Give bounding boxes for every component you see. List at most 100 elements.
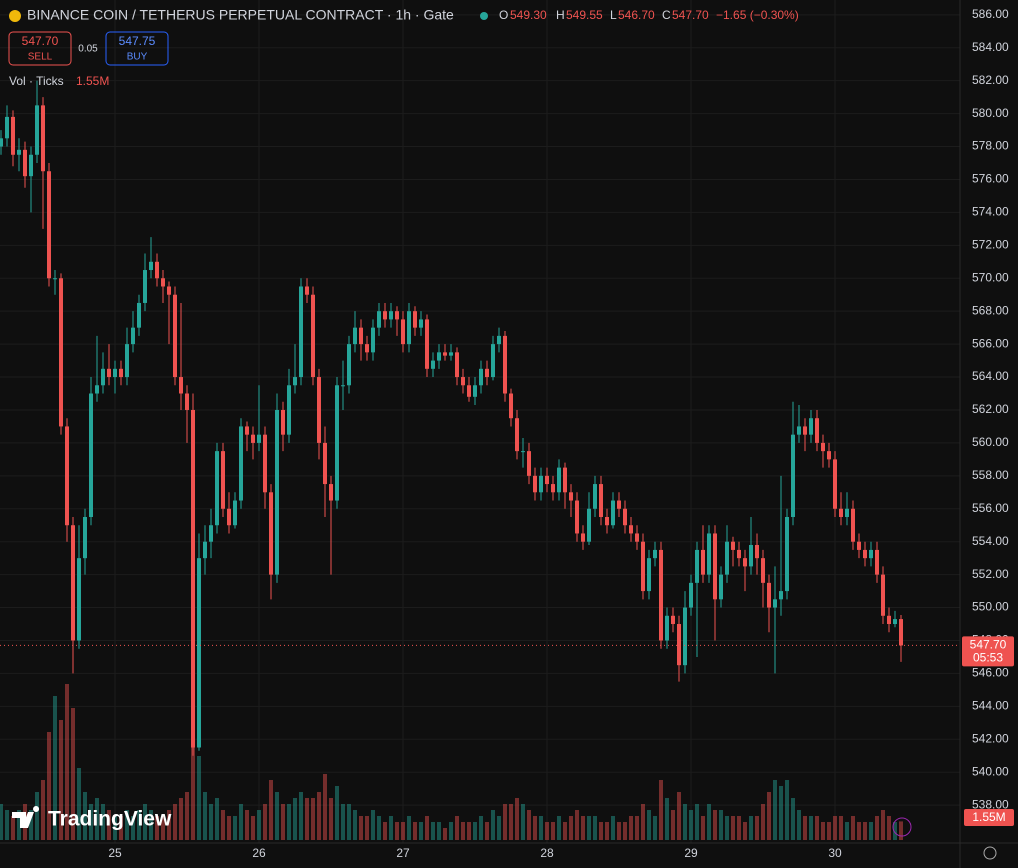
candle-body: [755, 544, 759, 559]
candle-body: [389, 311, 393, 320]
candle-body: [809, 418, 813, 435]
candle-body: [77, 558, 81, 641]
volume-bar: [875, 816, 879, 840]
volume-bar: [695, 804, 699, 840]
volume-bar: [857, 822, 861, 840]
candle-body: [143, 270, 147, 303]
volume-bar: [497, 816, 501, 840]
candle-body: [617, 500, 621, 509]
candle-body: [551, 484, 555, 493]
buy-button[interactable]: [105, 31, 169, 66]
y-tick-label: 562.00: [972, 402, 1009, 416]
volume-bar: [53, 696, 57, 840]
candle-body: [59, 278, 63, 427]
volume-bar: [539, 816, 543, 840]
x-tick-label: 29: [684, 846, 698, 860]
symbol-icon: [9, 10, 21, 22]
volume-bar: [665, 798, 669, 840]
candle-body: [167, 286, 171, 295]
candle-body: [515, 418, 519, 452]
y-tick-label: 554.00: [972, 534, 1009, 548]
volume-bar: [173, 804, 177, 840]
volume-bar: [149, 810, 153, 840]
y-tick-label: 552.00: [972, 567, 1009, 581]
sell-button[interactable]: [8, 31, 72, 66]
candle-body: [659, 549, 663, 641]
candle-body: [71, 525, 75, 641]
candle-body: [359, 327, 363, 345]
candle-body: [593, 484, 597, 509]
candle-body: [461, 377, 465, 386]
volume-bar: [737, 816, 741, 840]
candle-body: [503, 335, 507, 394]
last-price-box: [962, 636, 1014, 667]
candle-body: [887, 615, 891, 625]
volume-bar: [65, 684, 69, 840]
sell-label: SELL: [28, 52, 53, 63]
volume-bar: [197, 756, 201, 840]
candle-body: [839, 508, 843, 517]
candle-body: [629, 525, 633, 534]
candle-body: [395, 311, 399, 320]
candle-body: [311, 294, 315, 378]
volume-bar: [593, 816, 597, 840]
volume-bar: [839, 816, 843, 840]
candle-body: [257, 434, 261, 443]
volume-bar: [473, 822, 477, 840]
settings-icon[interactable]: [983, 846, 997, 860]
volume-bar: [749, 816, 753, 840]
candle-body: [23, 149, 27, 177]
buy-label: BUY: [127, 52, 148, 63]
candle-body: [299, 286, 303, 378]
y-tick-label: 538.00: [972, 797, 1009, 811]
volume-bar: [221, 810, 225, 840]
volume-bar: [869, 822, 873, 840]
volume-bar: [545, 822, 549, 840]
volume-axis-label: 1.55M: [972, 810, 1005, 824]
candle-body: [731, 541, 735, 550]
volume-bar: [755, 816, 759, 840]
volume-bar: [533, 816, 537, 840]
x-tick-label: 25: [108, 846, 122, 860]
symbol-title[interactable]: BINANCE COIN / TETHERUS PERPETUAL CONTRA…: [27, 7, 454, 23]
candle-body: [545, 475, 549, 485]
candle-body: [557, 467, 561, 493]
y-tick-label: 560.00: [972, 435, 1009, 449]
volume-bar: [647, 810, 651, 840]
alert-icon[interactable]: [892, 817, 912, 837]
volume-bar: [155, 816, 159, 840]
candle-body: [371, 327, 375, 353]
x-tick-label: 30: [828, 846, 842, 860]
y-tick-label: 570.00: [972, 270, 1009, 284]
candle-body: [569, 492, 573, 501]
volume-bar: [797, 810, 801, 840]
volume-bar: [311, 798, 315, 840]
volume-bar: [107, 810, 111, 840]
candle-body: [5, 116, 9, 139]
candle-body: [875, 549, 879, 575]
volume-legend-value: 1.55M: [76, 74, 109, 88]
candle-body: [743, 558, 747, 567]
volume-bar: [83, 792, 87, 840]
candle-body: [467, 385, 471, 397]
candle-body: [695, 549, 699, 583]
volume-bar: [611, 816, 615, 840]
volume-bar: [371, 810, 375, 840]
candle-body: [137, 302, 141, 328]
y-tick-label: 578.00: [972, 139, 1009, 153]
buy-price: 547.75: [119, 34, 156, 48]
volume-bar: [443, 828, 447, 840]
volume-bar: [95, 798, 99, 840]
candle-body: [851, 508, 855, 542]
candle-body: [29, 154, 33, 177]
candle-body: [527, 451, 531, 476]
volume-bar: [203, 792, 207, 840]
volume-bar: [305, 798, 309, 840]
y-tick-label: 558.00: [972, 468, 1009, 482]
volume-bar: [383, 822, 387, 840]
candle-body: [707, 533, 711, 575]
volume-bar: [845, 822, 849, 840]
candle-body: [647, 558, 651, 592]
volume-bar: [299, 792, 303, 840]
candle-body: [329, 484, 333, 501]
